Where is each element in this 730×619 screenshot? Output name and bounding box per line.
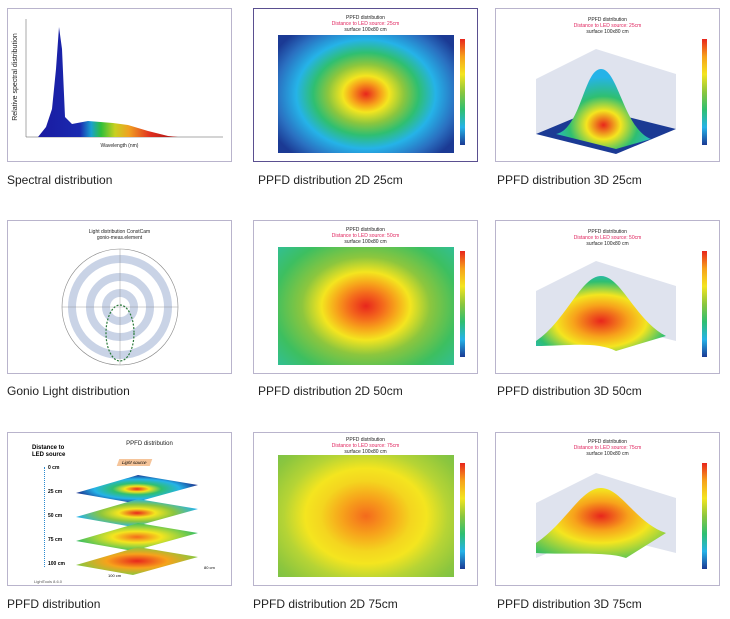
- chart-title: PPFD distribution: [588, 17, 627, 23]
- thumb-ppfd-3d-75[interactable]: PPFD distribution Distance to LED source…: [495, 432, 720, 586]
- level-25: 25 cm: [48, 489, 63, 495]
- caption[interactable]: PPFD distribution 2D 25cm: [258, 173, 403, 187]
- heatmap: [278, 35, 454, 153]
- chart-surface: surface 100x80 cm: [586, 29, 629, 35]
- thumb-gonio[interactable]: Light distribution ConstCam gonio-meas.e…: [7, 220, 232, 374]
- chart-surface: surface 100x80 cm: [586, 451, 629, 457]
- stacked-planes: [76, 475, 198, 575]
- surface-3d: [536, 49, 676, 154]
- ylabel: Relative spectral distribution: [12, 33, 19, 121]
- caption[interactable]: PPFD distribution 2D 50cm: [258, 384, 403, 398]
- caption[interactable]: PPFD distribution 3D 50cm: [497, 384, 642, 398]
- chart-distance: Distance to LED source: 25cm: [331, 21, 400, 27]
- heatmap: [278, 247, 454, 365]
- chart-distance: Distance to LED source: 50cm: [331, 233, 400, 239]
- chart-title: PPFD distribution: [588, 439, 627, 445]
- thumb-ppfd-3d-25[interactable]: PPFD distribution Distance to LED source…: [495, 8, 720, 162]
- level-75: 75 cm: [48, 537, 63, 543]
- thumb-ppfd-2d-50[interactable]: PPFD distribution Distance to LED source…: [253, 220, 478, 374]
- level-50: 50 cm: [48, 513, 63, 519]
- chart-title: PPFD distribution: [346, 15, 385, 21]
- caption[interactable]: PPFD distribution: [7, 597, 101, 611]
- chart-title: PPFD distribution: [346, 227, 385, 233]
- chart-surface: surface 100x80 cm: [586, 241, 629, 247]
- chart-title: PPFD distribution: [588, 229, 627, 235]
- level-100: 100 cm: [48, 561, 65, 567]
- width-label: 100 cm: [108, 573, 122, 578]
- colorbar: [702, 251, 707, 357]
- xlabel: Wavelength (nm): [100, 143, 139, 149]
- chart-surface: surface 100x80 cm: [344, 27, 387, 33]
- colorbar: [702, 39, 707, 145]
- caption[interactable]: PPFD distribution 3D 25cm: [497, 173, 642, 187]
- chart-distance: Distance to LED source: 25cm: [573, 23, 642, 29]
- thumb-ppfd-3d-50[interactable]: PPFD distribution Distance to LED source…: [495, 220, 720, 374]
- chart-surface: surface 100x80 cm: [344, 449, 387, 455]
- chart-subtitle: gonio-meas.element: [96, 235, 143, 241]
- caption[interactable]: Spectral distribution: [7, 173, 113, 187]
- chart-title: PPFD distribution: [346, 437, 385, 443]
- caption[interactable]: Gonio Light distribution: [7, 384, 130, 398]
- caption[interactable]: PPFD distribution 2D 75cm: [253, 597, 398, 611]
- surface-3d: [536, 261, 676, 351]
- distance-heading: Distance to LED source: [32, 445, 66, 458]
- colorbar: [702, 463, 707, 569]
- colorbar: [460, 251, 465, 357]
- thumb-spectral[interactable]: Relative spectral distribution Wavelengt…: [7, 8, 232, 162]
- caption[interactable]: PPFD distribution 3D 75cm: [497, 597, 642, 611]
- chart-distance: Distance to LED source: 75cm: [573, 445, 642, 451]
- chart-surface: surface 100x80 cm: [344, 239, 387, 245]
- surface-3d: [536, 473, 676, 558]
- heatmap: [278, 455, 454, 577]
- chart-title: Light distribution ConstCam: [88, 229, 151, 235]
- spectral-chart: [25, 19, 223, 138]
- chart-distance: Distance to LED source: 75cm: [331, 443, 400, 449]
- level-0: 0 cm: [48, 465, 60, 471]
- thumb-ppfd-2d-25[interactable]: PPFD distribution Distance to LED source…: [253, 8, 478, 162]
- thumb-ppfd-stack[interactable]: PPFD distribution Distance to LED source…: [7, 432, 232, 586]
- colorbar: [460, 463, 465, 569]
- thumb-ppfd-2d-75[interactable]: PPFD distribution Distance to LED source…: [253, 432, 478, 586]
- polar-chart: [61, 248, 179, 366]
- footer: LightTools 8.6.0: [34, 579, 63, 584]
- colorbar: [460, 39, 465, 145]
- chart-distance: Distance to LED source: 50cm: [573, 235, 642, 241]
- chart-title: PPFD distribution: [126, 441, 173, 447]
- depth-label: 80 cm: [204, 565, 215, 570]
